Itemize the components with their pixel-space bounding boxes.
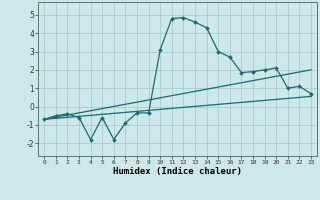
X-axis label: Humidex (Indice chaleur): Humidex (Indice chaleur) <box>113 167 242 176</box>
